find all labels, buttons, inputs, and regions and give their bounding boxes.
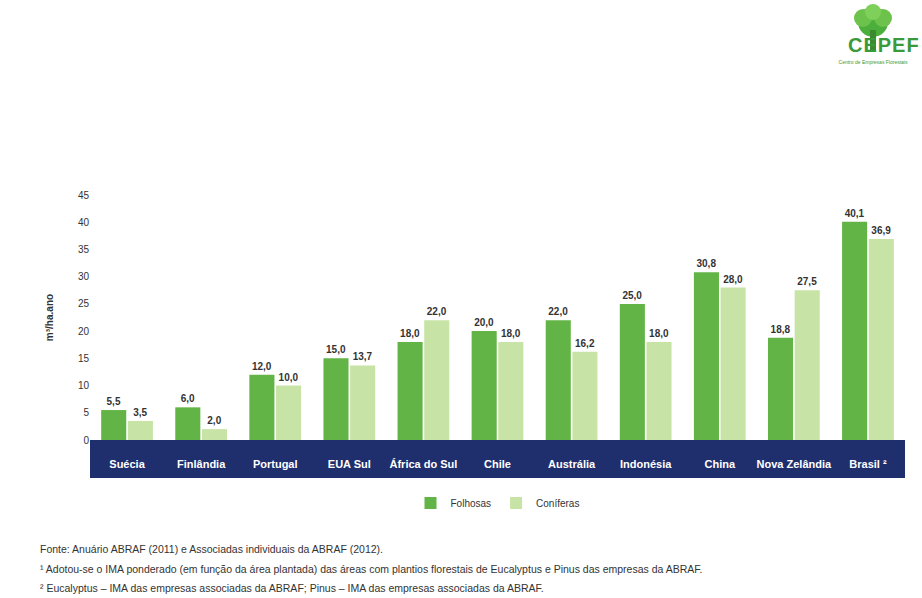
svg-text:Fonte: Anuário ABRAF (2011) e: Fonte: Anuário ABRAF (2011) e Associadas… [40,543,383,555]
svg-text:36,9: 36,9 [871,225,891,236]
svg-text:10,0: 10,0 [279,372,299,383]
svg-text:35: 35 [78,244,90,255]
svg-text:16,2: 16,2 [575,338,595,349]
svg-text:30: 30 [78,271,90,282]
svg-text:22,0: 22,0 [548,306,568,317]
svg-text:Brasil ²: Brasil ² [849,458,887,470]
svg-text:Suécia: Suécia [109,458,145,470]
svg-text:18,0: 18,0 [501,328,521,339]
svg-text:6,0: 6,0 [181,393,195,404]
svg-text:Indonésia: Indonésia [620,458,672,470]
svg-text:0: 0 [83,435,89,446]
svg-text:Folhosas: Folhosas [451,498,492,509]
svg-text:² Eucalyptus – IMA das empresa: ² Eucalyptus – IMA das empresas associad… [40,582,544,594]
svg-text:40: 40 [78,217,90,228]
svg-text:Portugal: Portugal [253,458,298,470]
svg-text:28,0: 28,0 [723,274,743,285]
svg-text:10: 10 [78,380,90,391]
svg-text:12,0: 12,0 [252,361,272,372]
svg-text:Austrália: Austrália [548,458,596,470]
svg-text:22,0: 22,0 [427,306,447,317]
svg-text:18,8: 18,8 [771,324,791,335]
html-text:Centro de Empresas Florestais: Centro de Empresas Florestais [838,59,908,65]
svg-text:¹ Adotou-se o IMA ponderado (e: ¹ Adotou-se o IMA ponderado (em função d… [40,563,702,575]
svg-text:18,0: 18,0 [649,328,669,339]
svg-text:20,0: 20,0 [474,317,494,328]
svg-text:3,5: 3,5 [133,407,147,418]
svg-text:45: 45 [78,190,90,201]
svg-text:20: 20 [78,326,90,337]
html-text:CEPEF: CEPEF [848,34,920,56]
svg-text:25: 25 [78,298,90,309]
svg-text:Finlândia: Finlândia [177,458,226,470]
svg-text:15: 15 [78,353,90,364]
svg-text:18,0: 18,0 [400,328,420,339]
svg-text:China: China [704,458,735,470]
svg-text:África do Sul: África do Sul [389,458,457,470]
svg-text:2,0: 2,0 [207,415,221,426]
svg-text:15,0: 15,0 [326,344,346,355]
svg-text:EUA Sul: EUA Sul [328,458,371,470]
svg-text:Chile: Chile [484,458,511,470]
svg-text:40,1: 40,1 [845,208,865,219]
svg-text:27,5: 27,5 [797,276,817,287]
svg-text:25,0: 25,0 [622,290,642,301]
svg-text:Nova Zelândia: Nova Zelândia [757,458,832,470]
svg-text:5,5: 5,5 [107,396,121,407]
svg-text:13,7: 13,7 [353,351,373,362]
svg-text:m³/ha.ano: m³/ha.ano [44,294,55,341]
svg-text:5: 5 [83,407,89,418]
svg-text:Coníferas: Coníferas [536,498,579,509]
svg-text:30,8: 30,8 [696,258,716,269]
